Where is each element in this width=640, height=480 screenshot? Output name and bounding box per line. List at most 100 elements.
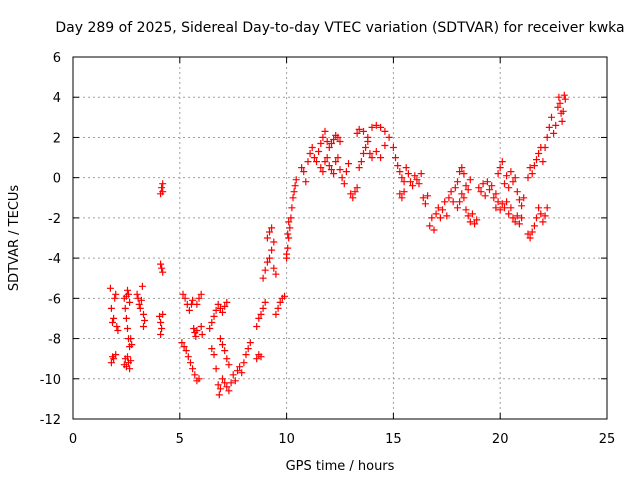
data-point (276, 298, 284, 306)
data-point (270, 264, 278, 272)
data-point (197, 290, 205, 298)
data-point (302, 178, 310, 186)
data-point (494, 170, 502, 178)
x-tick-label: 25 (599, 432, 616, 447)
data-point (366, 150, 374, 157)
data-point (554, 103, 562, 111)
data-point (288, 204, 296, 212)
data-point (428, 214, 436, 222)
data-point (447, 188, 455, 196)
data-point (462, 206, 470, 214)
data-point (180, 343, 188, 351)
data-point (257, 353, 265, 361)
data-point (231, 377, 239, 385)
data-point (389, 144, 397, 151)
data-point (443, 212, 451, 220)
data-point (475, 184, 483, 192)
data-point (125, 290, 132, 298)
data-point (292, 176, 300, 184)
y-tick-label: -10 (40, 373, 61, 388)
data-point (334, 154, 342, 162)
data-point (490, 194, 498, 202)
data-point (509, 178, 517, 186)
data-point (219, 341, 226, 349)
data-point (464, 186, 472, 194)
data-point (543, 133, 551, 141)
data-point (272, 310, 280, 318)
data-point (520, 194, 528, 202)
data-point (223, 298, 231, 306)
data-point (441, 198, 449, 206)
data-point (221, 347, 229, 355)
data-point (244, 345, 252, 353)
data-point (133, 290, 141, 298)
data-point (513, 212, 521, 220)
data-point (498, 200, 506, 208)
data-point (417, 170, 425, 178)
data-point (195, 375, 203, 383)
data-point (229, 371, 237, 379)
data-point (140, 310, 147, 318)
data-point (528, 170, 536, 178)
data-point (492, 204, 500, 212)
data-point (381, 142, 389, 149)
data-point (284, 230, 292, 238)
data-point (368, 123, 376, 131)
data-point (372, 148, 380, 155)
data-point (107, 304, 115, 312)
data-point (505, 184, 513, 192)
data-point (351, 188, 359, 196)
data-point (340, 180, 348, 188)
data-point (304, 158, 312, 166)
data-point (468, 210, 476, 218)
data-point (185, 306, 193, 314)
data-point (545, 123, 553, 131)
data-point (458, 190, 466, 198)
data-point (338, 174, 346, 182)
data-point (424, 192, 432, 200)
data-point (212, 306, 220, 314)
data-point (221, 302, 229, 310)
data-point (434, 204, 442, 212)
data-point (214, 381, 222, 389)
data-point (272, 270, 280, 278)
data-point (206, 325, 214, 332)
data-point (219, 308, 226, 316)
data-point (253, 355, 261, 363)
data-point (436, 214, 444, 222)
data-point (561, 95, 569, 103)
data-point (124, 353, 131, 361)
data-point (140, 323, 147, 330)
data-point (458, 164, 466, 172)
data-point (285, 234, 293, 242)
x-tick-label: 5 (176, 432, 184, 447)
grid (73, 57, 607, 419)
data-point (360, 150, 367, 157)
y-tick-label: 4 (53, 91, 61, 106)
y-tick-label: -4 (48, 252, 61, 267)
data-point (473, 216, 481, 224)
data-point (533, 214, 540, 222)
data-point (298, 164, 306, 172)
data-point (281, 292, 288, 300)
data-point (552, 121, 560, 129)
data-point (336, 138, 344, 145)
data-point (159, 310, 167, 318)
data-point (464, 212, 472, 220)
data-point (159, 180, 167, 188)
data-point (507, 204, 515, 212)
data-point (400, 178, 408, 186)
data-point (357, 158, 365, 166)
data-point (402, 164, 410, 172)
data-point (398, 174, 406, 182)
data-point (315, 148, 323, 155)
data-point (347, 190, 355, 198)
data-point (321, 127, 329, 135)
data-point (236, 363, 244, 371)
data-point (286, 224, 294, 232)
data-point (263, 258, 271, 266)
data-point (253, 323, 261, 330)
data-point (319, 133, 327, 141)
data-point (392, 154, 399, 162)
